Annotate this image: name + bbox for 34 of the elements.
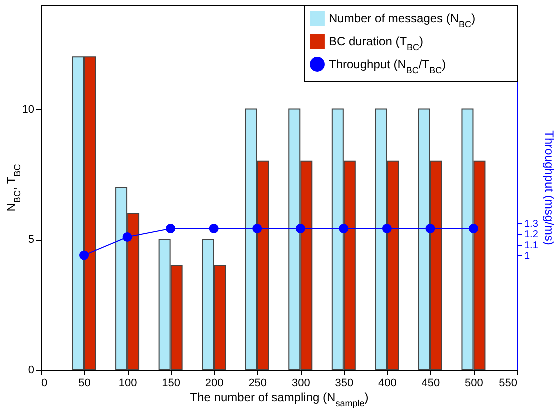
x-tick-label: 300 bbox=[292, 378, 310, 390]
legend-label: BC duration (T$_{BC}$) bbox=[329, 34, 424, 52]
x-tick-label: 150 bbox=[162, 378, 180, 390]
point bbox=[468, 224, 478, 234]
point bbox=[252, 224, 262, 234]
y2-axis-title: Throughput (msg/ms) bbox=[542, 130, 556, 246]
y-tick-label: 5 bbox=[28, 234, 34, 246]
y-tick-label: 0 bbox=[28, 364, 34, 376]
point bbox=[426, 224, 436, 234]
x-tick-label: 50 bbox=[78, 378, 91, 390]
x-tick-label: 500 bbox=[465, 378, 484, 390]
x-tick-label: 100 bbox=[118, 378, 138, 390]
point bbox=[339, 224, 349, 234]
x-tick-label: 550 bbox=[499, 378, 518, 390]
x-tick-label: 0 bbox=[42, 378, 48, 390]
legend-label: Throughput (N$_{BC}$/T$_{BC}$) bbox=[329, 58, 446, 76]
x-tick-label: 400 bbox=[378, 378, 397, 390]
y2-tick-label: 1.3 bbox=[524, 218, 539, 230]
y2-tick-label: 1.2 bbox=[524, 230, 539, 241]
x-tick-label: 200 bbox=[205, 378, 224, 390]
legend-label: Number of messages (N$_{BC}$) bbox=[329, 12, 476, 30]
point bbox=[80, 250, 90, 260]
point bbox=[166, 224, 176, 234]
point bbox=[382, 224, 392, 234]
x-tick-label: 350 bbox=[335, 378, 354, 390]
point bbox=[122, 232, 132, 242]
point bbox=[209, 224, 219, 234]
x-axis-title: The number of sampling (N$_{sample}$) bbox=[190, 390, 369, 408]
x-tick-label: 450 bbox=[422, 378, 440, 390]
y-tick-label: 10 bbox=[22, 104, 34, 116]
point bbox=[296, 224, 306, 234]
y2-tick-label: 1 bbox=[524, 250, 530, 262]
y2-tick-label: 1.1 bbox=[524, 240, 539, 252]
x-tick-label: 250 bbox=[248, 378, 268, 390]
